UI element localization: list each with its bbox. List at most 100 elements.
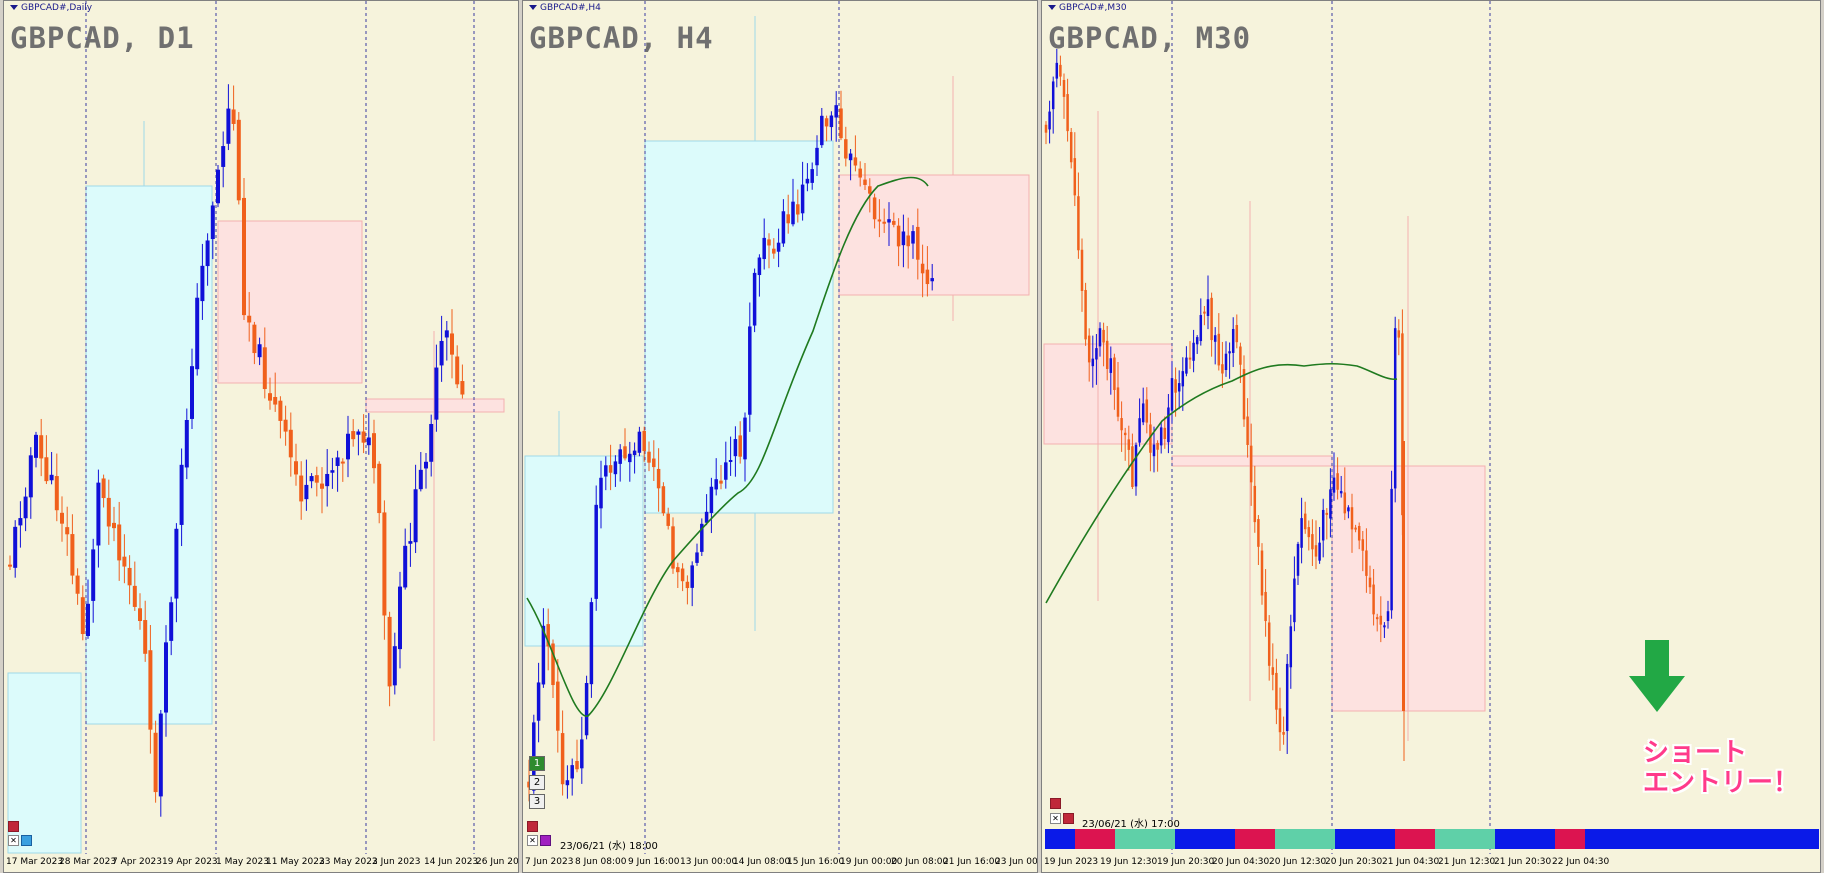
settings-button[interactable]: [1063, 813, 1074, 824]
time-axis-m30: 19 Jun 2023 19 Jun 12:30 19 Jun 20:30 20 Ju…: [1042, 852, 1820, 872]
chart-panel-daily[interactable]: GBPCAD#,Daily GBPCAD, D1 ✕ 17 Mar 2023 28…: [3, 0, 519, 873]
candle-body: [1203, 311, 1206, 314]
candle-body: [556, 681, 560, 731]
time-axis-label: 1 May 2023: [216, 857, 269, 867]
candle-body: [455, 356, 460, 385]
candle-body: [704, 511, 709, 523]
candle-body: [1105, 340, 1109, 369]
preset-button-1[interactable]: 1: [529, 756, 545, 771]
candle-body: [551, 643, 555, 686]
settings-button[interactable]: [540, 835, 551, 846]
demand-zone: [524, 455, 644, 647]
time-axis-label: 8 Jun 08:00: [575, 857, 627, 867]
candle-body: [372, 433, 376, 469]
time-axis-label: 14 Jun 08:00: [733, 857, 791, 867]
candle-body: [325, 473, 330, 487]
candle-body: [1073, 158, 1077, 196]
dropdown-icon[interactable]: [10, 5, 18, 10]
candle-body: [335, 457, 340, 466]
close-button[interactable]: ✕: [527, 835, 538, 846]
symbol-label-daily: GBPCAD, D1: [10, 21, 195, 55]
minimize-button[interactable]: [527, 821, 538, 832]
candle-body: [382, 512, 387, 616]
moving-average-line: [526, 176, 929, 717]
candle-body: [1390, 488, 1393, 611]
close-button[interactable]: ✕: [1050, 813, 1061, 824]
supply-zone: [217, 220, 363, 384]
chart-canvas-daily[interactable]: [4, 1, 519, 873]
candle-body: [916, 226, 920, 260]
time-axis-label: 7 Jun 2023: [525, 857, 574, 867]
time-axis-label: 19 Jun 2023: [1044, 857, 1099, 867]
candle-body: [1152, 444, 1156, 457]
candle-body: [925, 269, 930, 285]
signal-strip-segment: [1275, 829, 1335, 849]
signal-strip-segment: [1175, 829, 1235, 849]
candle-body: [690, 565, 694, 588]
preset-button-3[interactable]: 3: [529, 794, 545, 809]
time-axis-label: 23 Jun 00:00: [995, 857, 1038, 867]
candle-body: [786, 214, 790, 224]
candle-body: [1383, 625, 1386, 628]
candle-body: [377, 463, 382, 514]
candle-body: [1285, 663, 1289, 732]
candle-body: [101, 478, 106, 499]
time-axis-h4: 7 Jun 2023 8 Jun 08:00 9 Jun 16:00 13 Jun 0…: [523, 852, 1037, 872]
candle-body: [709, 486, 714, 514]
time-axis-label: 21 Jun 16:00: [943, 857, 1001, 867]
close-button[interactable]: ✕: [8, 835, 19, 846]
candle-body: [1055, 62, 1059, 79]
dropdown-icon[interactable]: [529, 5, 537, 10]
candle-body: [216, 169, 220, 204]
candle-body: [1149, 424, 1152, 453]
candle-body: [604, 465, 608, 477]
chart-canvas-m30[interactable]: [1042, 1, 1821, 873]
candle-body: [834, 105, 838, 118]
candle-body: [205, 240, 210, 267]
candle-body: [153, 732, 158, 793]
time-axis-label: 22 Jun 04:30: [1552, 857, 1610, 867]
chart-panel-h4[interactable]: GBPCAD#,H4 GBPCAD, H4 1 2 3 ✕ 23/06/21 (…: [522, 0, 1038, 873]
candle-body: [148, 650, 153, 730]
chart-canvas-h4[interactable]: [523, 1, 1038, 873]
candle-body: [666, 513, 670, 526]
candle-body: [1059, 64, 1062, 77]
symbol-label-h4: GBPCAD, H4: [529, 21, 714, 55]
candle-body: [872, 197, 877, 220]
candle-body: [1318, 542, 1321, 561]
candle-body: [387, 616, 392, 687]
candle-body: [1249, 445, 1253, 483]
candle-body: [408, 541, 413, 544]
minimize-button[interactable]: [1050, 798, 1061, 809]
candle-body: [132, 585, 137, 607]
candle-body: [1379, 615, 1383, 625]
candle-body: [340, 461, 345, 464]
preset-button-2[interactable]: 2: [529, 775, 545, 790]
candle-body: [695, 552, 699, 563]
minimize-button[interactable]: [8, 821, 19, 832]
time-axis-label: 21 Jun 12:30: [1438, 857, 1496, 867]
candle-body: [1077, 196, 1080, 251]
candle-body: [1091, 358, 1095, 367]
candle-body: [1206, 299, 1210, 316]
candle-body: [1170, 378, 1174, 411]
candle-body: [106, 497, 111, 527]
candle-body: [815, 147, 819, 166]
signal-strip-segment: [1555, 829, 1585, 849]
dropdown-icon[interactable]: [1048, 5, 1056, 10]
candle-body: [829, 115, 834, 128]
time-axis-label: 13 Jun 00:00: [680, 857, 738, 867]
candle-body: [70, 534, 75, 576]
candle-body: [1048, 111, 1051, 130]
settings-button[interactable]: [21, 835, 32, 846]
candle-body: [13, 526, 18, 568]
chart-panel-m30[interactable]: GBPCAD#,M30 GBPCAD, M30 ✕ 23/06/21 (水) 1…: [1041, 0, 1821, 873]
candle-body: [613, 461, 618, 475]
candle-body: [896, 225, 901, 247]
signal-strip-segment: [1435, 829, 1495, 849]
candle-body: [767, 239, 771, 246]
time-axis-label: 15 Jun 16:00: [787, 857, 845, 867]
time-axis-label: 20 Jun 08:00: [891, 857, 949, 867]
candle-body: [179, 464, 184, 525]
time-axis-label: 19 Jun 00:00: [840, 857, 898, 867]
